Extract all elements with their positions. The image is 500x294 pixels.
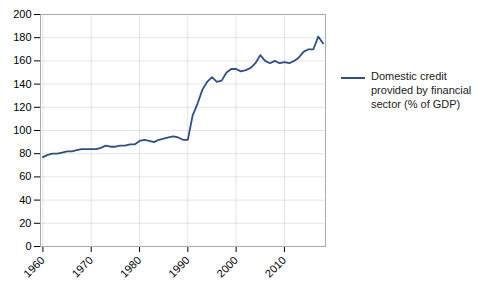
svg-text:1980: 1980 bbox=[118, 254, 144, 280]
svg-text:160: 160 bbox=[13, 54, 31, 66]
svg-text:80: 80 bbox=[19, 147, 31, 159]
svg-text:60: 60 bbox=[19, 170, 31, 182]
svg-text:0: 0 bbox=[25, 240, 31, 252]
svg-text:40: 40 bbox=[19, 194, 31, 206]
svg-text:20: 20 bbox=[19, 217, 31, 229]
svg-text:2010: 2010 bbox=[263, 254, 289, 280]
svg-text:1960: 1960 bbox=[21, 254, 47, 280]
svg-text:2000: 2000 bbox=[214, 254, 240, 280]
svg-text:140: 140 bbox=[13, 78, 31, 90]
svg-text:200: 200 bbox=[13, 8, 31, 20]
html-text:Domestic credit provided by fi: Domestic credit provided by financial se… bbox=[371, 70, 472, 110]
svg-text:1990: 1990 bbox=[166, 254, 192, 280]
svg-text:1970: 1970 bbox=[69, 254, 95, 280]
svg-text:180: 180 bbox=[13, 31, 31, 43]
svg-text:120: 120 bbox=[13, 101, 31, 113]
svg-text:100: 100 bbox=[13, 124, 31, 136]
